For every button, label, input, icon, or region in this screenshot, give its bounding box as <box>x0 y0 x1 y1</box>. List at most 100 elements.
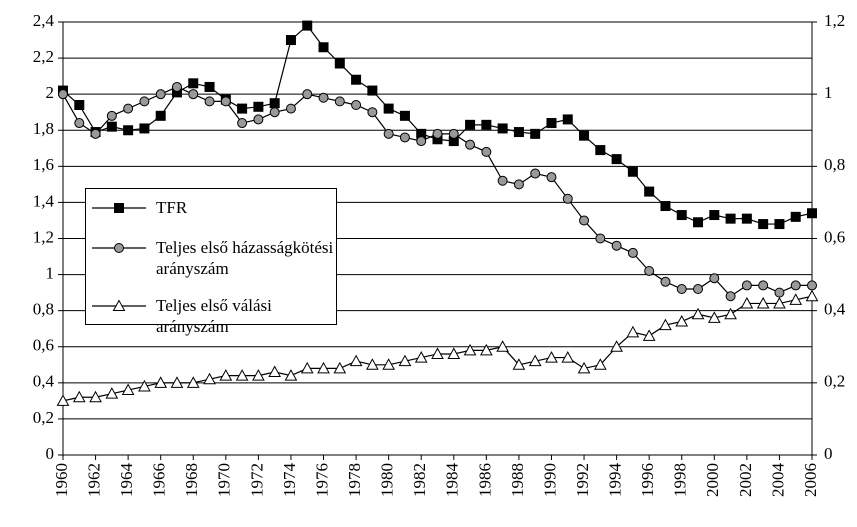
y2-tick-label: 0 <box>824 444 833 463</box>
marker <box>595 233 606 244</box>
marker <box>709 273 720 284</box>
marker <box>610 340 623 352</box>
marker <box>693 284 704 295</box>
marker <box>496 340 509 352</box>
marker <box>237 118 248 129</box>
x-tick-label: 1974 <box>280 463 299 498</box>
marker <box>252 369 265 381</box>
marker <box>398 354 412 367</box>
marker <box>463 343 477 356</box>
x-tick-label: 1960 <box>52 463 71 497</box>
marker <box>302 89 313 100</box>
marker <box>579 130 590 141</box>
x-tick-label: 1970 <box>215 463 234 497</box>
marker <box>741 213 752 224</box>
x-tick-label: 1986 <box>475 463 494 497</box>
x-tick-label: 1978 <box>345 463 364 497</box>
marker <box>90 128 101 139</box>
marker <box>284 369 298 381</box>
y-tick-label: 0,6 <box>33 336 54 355</box>
marker <box>269 107 280 118</box>
marker <box>334 58 345 69</box>
legend-label: Teljes első válási arányszám <box>156 296 272 336</box>
y2-tick-label: 0,2 <box>824 372 845 391</box>
marker <box>399 110 410 121</box>
x-tick-label: 2002 <box>736 463 755 497</box>
marker <box>805 289 819 302</box>
marker <box>333 361 347 374</box>
x-tick-label: 1988 <box>508 463 527 497</box>
marker <box>562 114 573 125</box>
marker <box>414 351 428 363</box>
marker <box>465 139 476 150</box>
marker <box>546 172 557 183</box>
marker <box>89 390 102 403</box>
marker <box>561 351 575 363</box>
legend-marker <box>114 203 124 213</box>
marker <box>106 121 117 132</box>
marker <box>268 365 282 378</box>
marker <box>72 390 86 403</box>
y-tick-label: 1 <box>46 263 55 282</box>
marker <box>789 293 803 305</box>
x-tick-label: 1984 <box>443 463 462 498</box>
marker <box>382 358 395 370</box>
marker <box>58 89 68 100</box>
marker <box>367 107 378 118</box>
marker <box>349 354 363 367</box>
marker <box>595 145 606 156</box>
marker <box>660 201 671 212</box>
marker <box>74 118 85 129</box>
marker <box>758 280 769 291</box>
y-tick-label: 1,4 <box>33 191 55 210</box>
marker <box>318 42 329 53</box>
marker <box>691 307 705 320</box>
y-tick-label: 2,2 <box>33 47 54 66</box>
marker <box>106 110 117 121</box>
marker <box>497 175 508 186</box>
x-tick-label: 2000 <box>703 463 722 497</box>
marker <box>431 347 444 359</box>
marker <box>416 136 427 147</box>
x-tick-label: 2004 <box>768 463 787 498</box>
x-tick-label: 1980 <box>378 463 397 497</box>
marker <box>513 127 524 138</box>
marker <box>220 96 231 107</box>
y2-tick-label: 0,4 <box>824 300 846 319</box>
marker <box>758 219 769 230</box>
marker <box>627 166 638 177</box>
marker <box>481 119 492 130</box>
y2-tick-label: 1 <box>824 83 833 102</box>
marker <box>253 101 264 112</box>
marker <box>123 103 134 114</box>
marker <box>660 276 671 287</box>
marker <box>611 154 622 165</box>
x-tick-label: 1964 <box>117 463 136 498</box>
marker <box>626 325 640 338</box>
marker <box>367 85 378 96</box>
marker <box>300 361 314 374</box>
y-tick-label: 1,6 <box>33 155 54 174</box>
marker <box>139 96 150 107</box>
marker <box>807 208 817 219</box>
marker <box>790 280 801 291</box>
x-tick-label: 1966 <box>150 463 169 497</box>
y2-tick-label: 0,6 <box>824 227 845 246</box>
marker <box>774 219 785 230</box>
x-tick-label: 1994 <box>606 463 625 498</box>
marker <box>186 376 200 388</box>
marker <box>204 81 215 92</box>
marker <box>546 118 557 129</box>
y-tick-label: 2,4 <box>33 11 55 30</box>
marker <box>318 92 329 103</box>
marker <box>530 128 541 139</box>
legend-marker <box>112 299 126 311</box>
marker <box>383 103 394 114</box>
y-tick-label: 1,2 <box>33 227 54 246</box>
marker <box>611 240 622 251</box>
marker <box>188 78 199 89</box>
marker <box>139 123 150 134</box>
marker <box>383 128 394 139</box>
x-tick-label: 1976 <box>312 463 331 497</box>
marker <box>204 96 215 107</box>
